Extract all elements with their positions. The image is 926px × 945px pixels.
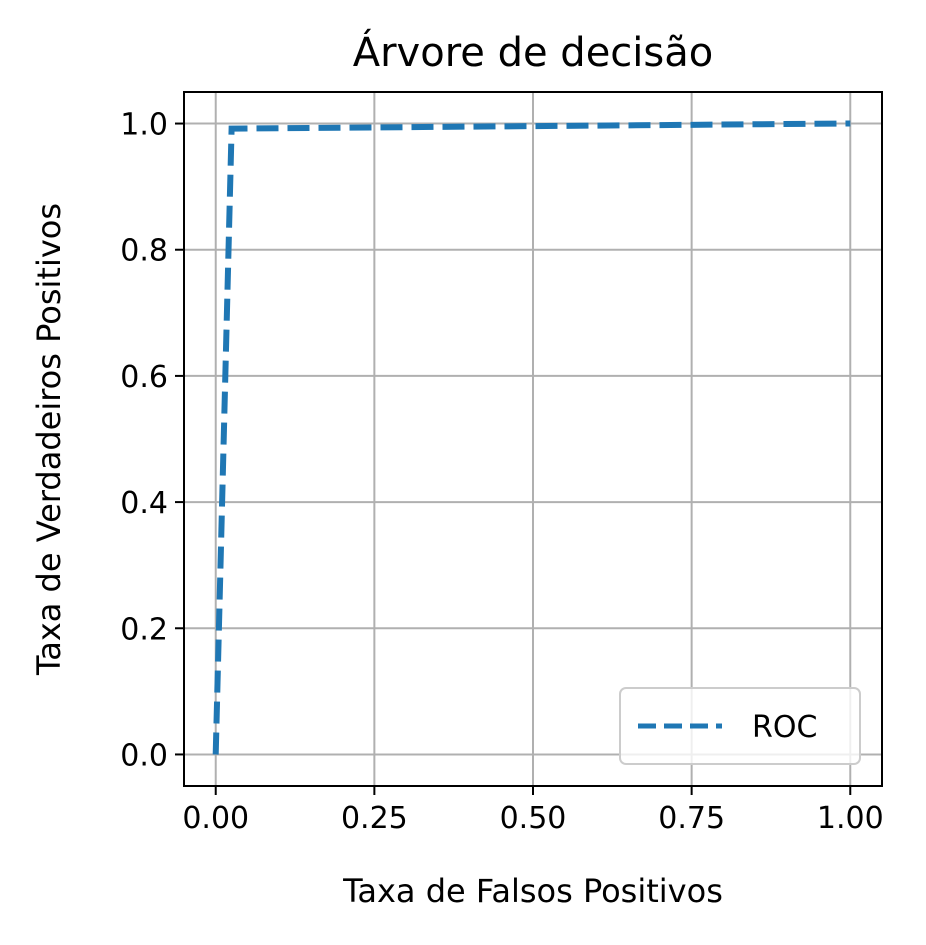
x-tick-label: 1.00 — [817, 801, 884, 836]
y-tick-label: 1.0 — [120, 108, 168, 143]
x-tick-label: 0.50 — [500, 801, 567, 836]
y-axis-label: Taxa de Verdadeiros Positivos — [30, 203, 68, 676]
x-tick-label: 0.00 — [182, 801, 249, 836]
y-tick-label: 0.4 — [120, 486, 168, 521]
tick-layer: 0.00 0.25 0.50 0.75 1.00 0.0 0.2 0.4 0.6 0.8 1.0 — [120, 108, 883, 836]
legend-box — [619, 687, 861, 765]
y-tick-label: 0.2 — [120, 612, 168, 647]
chart-title: Árvore de decisão — [353, 28, 714, 76]
legend-label-roc: ROC — [752, 710, 817, 745]
series-layer — [212, 120, 851, 755]
y-tick-label: 0.6 — [120, 360, 168, 395]
legend: ROC — [619, 687, 861, 765]
x-axis-label: Taxa de Falsos Positivos — [342, 872, 723, 910]
series-line-roc — [212, 120, 851, 755]
y-tick-label: 0.0 — [120, 738, 168, 773]
x-tick-label: 0.75 — [658, 801, 725, 836]
y-tick-label: 0.8 — [120, 234, 168, 269]
x-tick-label: 0.25 — [341, 801, 408, 836]
